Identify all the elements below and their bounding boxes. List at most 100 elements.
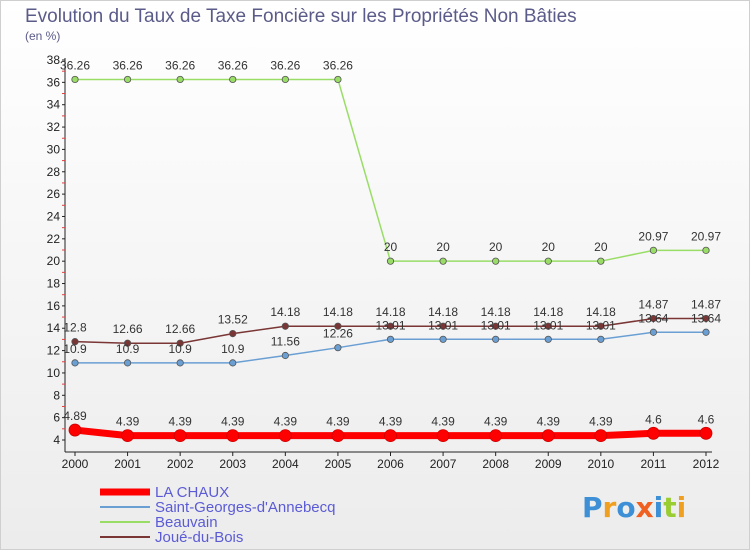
x-tick-label: 2007 [430,457,457,471]
data-point [492,335,500,343]
data-label: 4.39 [116,415,140,429]
y-tick-label: 14 [47,321,61,335]
data-label: 36.26 [60,58,90,72]
svg-text:Proxiti: Proxiti [582,491,686,524]
y-tick-label: 38 [47,53,61,67]
y-tick-label: 26 [47,187,61,201]
data-label: 13.01 [375,318,405,332]
legend-label: LA CHAUX [155,484,229,501]
data-label: 14.18 [375,305,405,319]
data-point [597,335,605,343]
data-label: 10.9 [168,342,192,356]
legend-label: Beauvain [155,514,218,531]
data-point [278,429,292,443]
data-label: 20.97 [638,229,668,243]
data-point [649,246,658,254]
data-label: 14.18 [323,305,353,319]
y-tick-label: 36 [47,75,61,89]
x-tick-label: 2009 [535,457,562,471]
data-label: 13.01 [533,318,563,332]
y-tick-label: 32 [47,120,61,134]
data-label: 12.8 [63,321,87,335]
data-label: 12.26 [323,327,353,341]
data-label: 10.9 [221,342,245,356]
y-tick-label: 34 [47,98,61,112]
data-label: 10.9 [116,342,140,356]
data-point [226,429,240,443]
x-tick-label: 2006 [377,457,404,471]
data-label: 4.89 [63,409,87,423]
y-tick-label: 18 [47,277,61,291]
x-tick-label: 2010 [587,457,614,471]
data-point [281,75,289,84]
axes: 4 6 8 10 12 14 16 18 20 22 24 26 28 30 32 34 36 38 2000 200… [47,53,720,471]
proxiti-logo: Proxiti [582,491,686,524]
data-label: 20 [436,240,450,254]
data-label: 14.18 [533,305,563,319]
data-point [489,429,503,443]
y-tick-label: 20 [47,254,61,268]
data-point [541,429,555,443]
data-label: 13.52 [218,313,248,327]
data-label: 36.26 [270,58,300,72]
data-point [649,328,658,336]
legend-label: Saint-Georges-d'Annebecq [155,499,335,516]
y-tick-label: 10 [47,366,61,380]
x-tick-label: 2011 [641,457,667,471]
y-tick-label: 24 [47,209,61,223]
data-point [544,335,552,343]
y-tick-label: 22 [47,232,61,246]
data-point [439,335,447,343]
data-point [229,75,237,84]
data-label: 20 [384,240,398,254]
data-label: 20 [489,240,503,254]
x-tick-label: 2012 [693,457,720,471]
data-label: 13.64 [691,311,721,325]
legend-label: Joué-du-Bois [155,529,243,546]
data-point [439,322,447,330]
data-point [123,339,132,347]
data-point [281,322,289,330]
data-point [331,429,345,443]
data-point [544,257,552,265]
x-tick-label: 2000 [62,457,89,471]
y-tick-label: 8 [53,388,60,402]
data-point [71,75,79,84]
data-label: 13.01 [586,318,616,332]
chart-subtitle: (en %) [25,29,60,43]
data-point [699,426,713,440]
data-point [176,339,184,347]
data-point [68,423,82,437]
data-label: 36.26 [165,58,195,72]
data-label: 4.39 [274,415,298,429]
data-label: 4.39 [589,415,613,429]
data-point [594,429,608,443]
data-label: 4.39 [168,415,192,429]
data-point [334,344,342,352]
data-label: 14.18 [428,305,458,319]
data-label: 11.56 [271,335,300,349]
y-tick-label: 6 [53,411,60,425]
data-point [702,328,710,336]
data-point [123,75,132,84]
data-label: 13.01 [481,318,511,332]
y-tick-label: 12 [47,344,61,358]
y-tick-label: 30 [47,142,61,156]
data-point [71,359,79,367]
data-point [492,322,500,330]
data-label: 4.6 [645,412,662,426]
data-label: 13.64 [638,311,668,325]
data-point [173,429,187,443]
y-tick-label: 28 [47,165,61,179]
y-tick-label: 16 [47,299,61,313]
data-point [71,338,79,346]
legend: LA CHAUXSaint-Georges-d'AnnebecqBeauvain… [100,484,335,546]
data-point [492,257,500,265]
data-point [229,329,237,338]
data-label: 4.6 [698,412,715,426]
data-label: 20 [542,240,556,254]
data-point [384,429,397,443]
data-label: 14.18 [481,305,511,319]
